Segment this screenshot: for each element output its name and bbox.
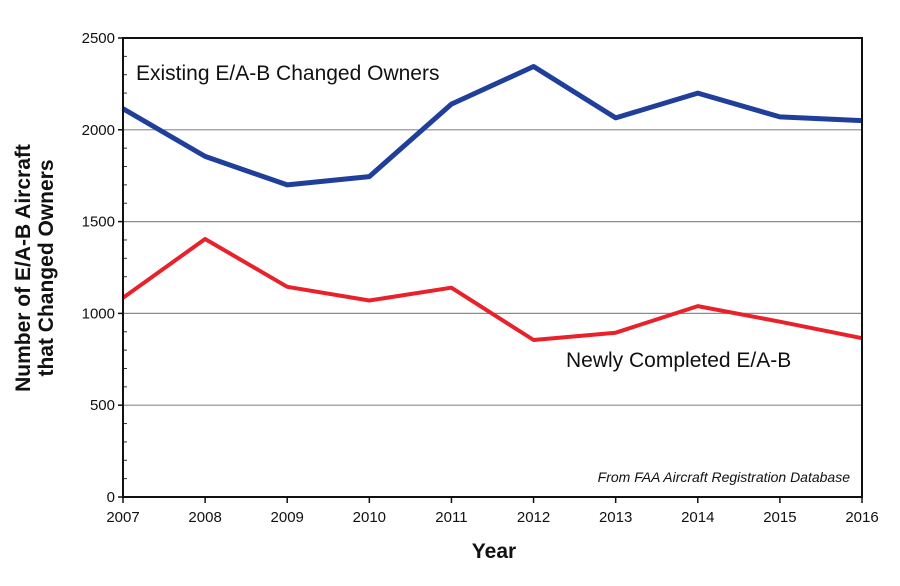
series-line-1 — [121, 237, 863, 342]
x-axis-title: Year — [472, 540, 516, 563]
x-tick-label: 2011 — [435, 509, 467, 526]
y-tick-label: 2500 — [82, 30, 115, 47]
y-axis-title-line1: Number of E/A-B Aircraft — [12, 144, 35, 392]
y-tick-label: 500 — [90, 397, 115, 414]
y-tick-label: 0 — [107, 489, 115, 506]
plot-frame — [122, 37, 863, 498]
y-tick-label: 1500 — [82, 214, 115, 231]
series-label-existing: Existing E/A-B Changed Owners — [136, 62, 439, 85]
source-annotation: From FAA Aircraft Registration Database — [598, 469, 851, 485]
x-tick-labels: 2007 2008 2009 2010 2011 2012 2013 2014 2015 2016 — [106, 497, 879, 526]
series-lines — [121, 64, 863, 342]
x-tick-label: 2015 — [763, 509, 796, 526]
x-tick-label: 2013 — [599, 509, 632, 526]
x-tick-label: 2012 — [517, 509, 550, 526]
y-axis-title-line2: that Changed Owners — [35, 159, 58, 376]
y-axis-title: Number of E/A-B Aircraft that Changed Ow… — [12, 144, 58, 392]
x-tick-label: 2010 — [353, 509, 386, 526]
x-tick-label: 2009 — [271, 509, 304, 526]
x-tick-label: 2016 — [845, 509, 878, 526]
series-line-0 — [121, 64, 863, 188]
y-tick-label: 1000 — [82, 305, 115, 322]
x-tick-label: 2008 — [188, 509, 221, 526]
y-tick-label: 2000 — [82, 122, 115, 139]
series-label-newly-completed: Newly Completed E/A-B — [566, 349, 791, 372]
x-tick-label: 2014 — [681, 509, 714, 526]
y-tick-labels: 0 500 1000 1500 2000 2500 — [82, 30, 123, 506]
x-tick-label: 2007 — [106, 509, 139, 526]
